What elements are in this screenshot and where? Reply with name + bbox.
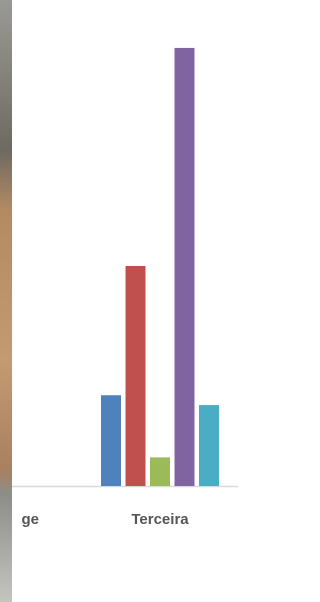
bar	[150, 457, 170, 486]
bar	[126, 266, 146, 486]
bar	[199, 405, 219, 486]
chart: ge Terceira	[0, 0, 244, 602]
bar	[101, 395, 121, 486]
x-tick-label: Terceira	[131, 511, 189, 528]
background-photo	[0, 0, 12, 602]
bar	[175, 48, 195, 486]
x-tick-label: ge	[21, 511, 39, 528]
